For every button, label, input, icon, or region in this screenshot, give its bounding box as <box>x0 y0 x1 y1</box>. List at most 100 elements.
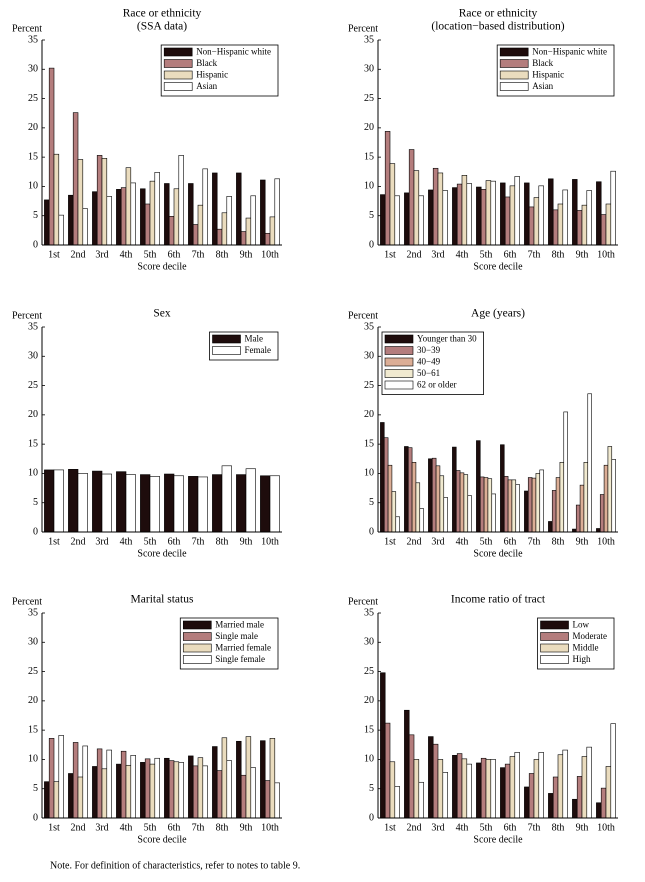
legend-label: 62 or older <box>417 380 457 390</box>
chart-title: Income ratio of tract <box>451 594 546 606</box>
legend-label: Asian <box>196 81 217 91</box>
bar <box>164 183 170 246</box>
bar <box>500 767 506 819</box>
bar <box>466 763 472 819</box>
bar <box>610 723 616 819</box>
bar <box>535 473 541 533</box>
bar <box>538 185 544 246</box>
x-tick-label: 2nd <box>71 536 86 547</box>
bar <box>480 757 487 819</box>
bar <box>68 469 79 533</box>
chart-panel: Race or ethnicity(SSA data) Percent Score … <box>12 8 282 272</box>
bar <box>77 776 84 819</box>
y-tick-label: 5 <box>33 783 38 794</box>
bar <box>391 491 397 533</box>
bar <box>53 781 60 819</box>
bar <box>144 203 151 246</box>
y-tick-label: 35 <box>28 34 38 45</box>
bar <box>504 196 511 246</box>
bar <box>548 521 553 533</box>
bar <box>581 756 588 819</box>
bar <box>394 195 400 246</box>
chart-title: Marital status <box>131 594 194 606</box>
bar <box>130 182 136 246</box>
bar <box>599 494 605 533</box>
bar <box>600 214 607 246</box>
bar <box>264 780 271 819</box>
bar <box>106 196 112 246</box>
bar <box>212 474 223 533</box>
bar <box>173 188 180 246</box>
bar <box>432 743 439 819</box>
y-tick-label: 0 <box>33 526 38 537</box>
y-tick-label: 25 <box>364 666 374 677</box>
x-axis-label: Score decile <box>473 834 523 845</box>
bar <box>164 473 175 533</box>
note: Note. For definition of characteristics,… <box>50 860 300 871</box>
bar <box>431 457 437 533</box>
bar <box>576 210 583 246</box>
bar <box>500 182 506 246</box>
y-tick-label: 35 <box>28 607 38 618</box>
bar <box>533 759 540 819</box>
y-tick-label: 20 <box>28 409 38 420</box>
x-tick-label: 8th <box>216 536 229 547</box>
bar <box>603 464 609 533</box>
x-tick-label: 8th <box>216 822 229 833</box>
x-tick-label: 2nd <box>407 249 422 260</box>
bar <box>202 168 208 246</box>
bar <box>250 767 256 819</box>
bar <box>226 196 232 246</box>
x-tick-label: 8th <box>552 822 565 833</box>
y-tick-label: 25 <box>28 380 38 391</box>
legend-label: Asian <box>532 81 553 91</box>
bar <box>125 167 132 246</box>
chart-panel: Race or ethnicity(location−based distrib… <box>348 8 618 272</box>
bar <box>500 444 505 533</box>
bar <box>140 474 151 533</box>
bar <box>192 224 199 246</box>
x-tick-label: 2nd <box>407 536 422 547</box>
y-tick-label: 5 <box>369 497 374 508</box>
bar <box>504 763 511 819</box>
legend-swatch <box>212 334 241 344</box>
y-tick-label: 35 <box>364 321 374 332</box>
legend-swatch <box>384 334 414 344</box>
x-tick-label: 5th <box>144 536 157 547</box>
x-tick-label: 9th <box>240 822 253 833</box>
y-tick-label: 5 <box>33 210 38 221</box>
bar <box>428 458 433 533</box>
bar <box>173 475 184 533</box>
bar <box>456 183 463 246</box>
bar <box>77 159 84 246</box>
y-tick-label: 30 <box>364 351 374 362</box>
bar <box>130 755 136 819</box>
bar <box>120 187 127 246</box>
legend-label: 40−49 <box>417 357 441 367</box>
bar <box>531 477 537 533</box>
y-tick-label: 10 <box>364 468 374 479</box>
legend-swatch <box>182 655 212 664</box>
bar <box>106 749 112 819</box>
bar <box>116 471 127 533</box>
x-axis-label: Score decile <box>137 261 187 272</box>
chart-subtitle: (SSA data) <box>137 21 187 33</box>
x-tick-label: 5th <box>480 249 493 260</box>
bar <box>216 228 223 246</box>
bar <box>551 490 557 533</box>
bar <box>456 753 463 819</box>
legend-label: Black <box>532 58 553 68</box>
bar <box>548 793 554 819</box>
bar <box>48 738 55 819</box>
bar <box>514 176 520 246</box>
x-tick-label: 2nd <box>407 822 422 833</box>
bar <box>178 155 184 246</box>
bar <box>459 472 465 533</box>
y-tick-label: 25 <box>364 380 374 391</box>
bar <box>418 195 424 246</box>
x-tick-label: 7th <box>192 536 205 547</box>
bar <box>407 447 413 533</box>
bar <box>221 737 228 819</box>
